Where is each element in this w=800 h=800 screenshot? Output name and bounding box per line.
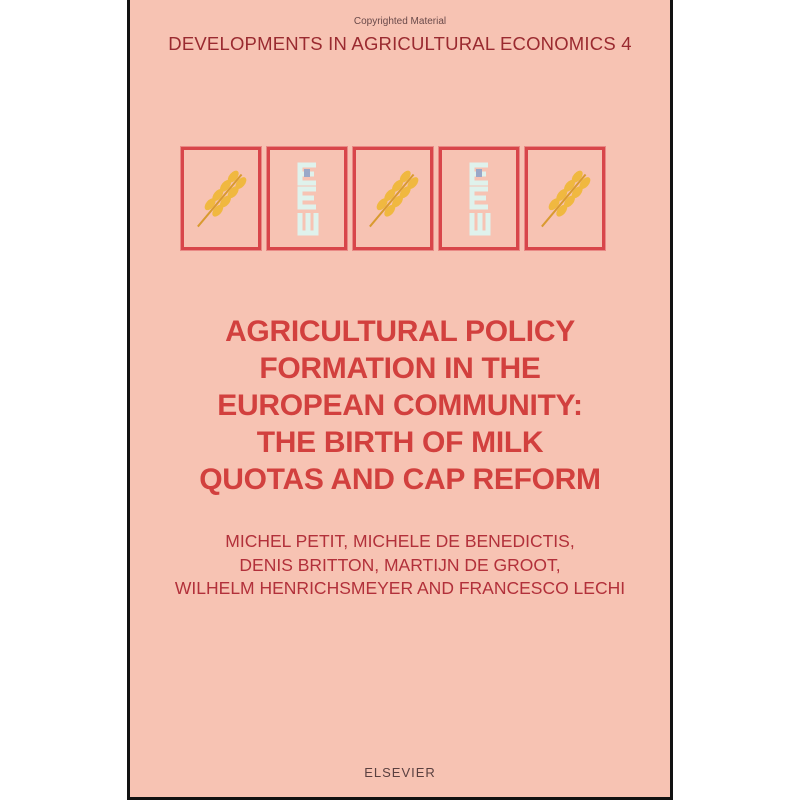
emblem-box — [439, 147, 519, 250]
title-line: EUROPEAN COMMUNITY: — [217, 389, 583, 422]
title-line: THE BIRTH OF MILK — [256, 426, 544, 459]
publisher-logo: ELSEVIER — [364, 765, 436, 780]
book-cover: Copyrighted Material DEVELOPMENTS IN AGR… — [127, 0, 673, 800]
emblem-box — [525, 147, 605, 250]
emblem-box — [267, 147, 347, 250]
eaae-logo-icon — [469, 162, 491, 235]
author-line: WILHELM HENRICHSMEYER AND FRANCESCO LECH… — [174, 578, 626, 598]
eaae-logo-icon — [297, 162, 319, 235]
emblem-box — [181, 147, 261, 250]
book-title: AGRICULTURAL POLICY FORMATION IN THE EUR… — [130, 313, 670, 498]
wheat-ear-icon — [541, 170, 591, 227]
emblem-row — [181, 147, 605, 250]
wheat-ear-icon — [369, 170, 419, 227]
title-line: AGRICULTURAL POLICY — [225, 315, 575, 348]
wheat-ear-icon — [197, 170, 247, 227]
title-line: QUOTAS AND CAP REFORM — [199, 463, 601, 496]
copyright-notice: Copyrighted Material — [353, 16, 447, 27]
emblem-box — [353, 147, 433, 250]
author-line: MICHEL PETIT, MICHELE DE BENEDICTIS, — [225, 531, 575, 551]
author-line: DENIS BRITTON, MARTIJN DE GROOT, — [239, 554, 561, 575]
title-line: FORMATION IN THE — [259, 352, 541, 385]
authors: MICHEL PETIT, MICHELE DE BENEDICTIS, DEN… — [130, 530, 670, 601]
series-title: DEVELOPMENTS IN AGRICULTURAL ECONOMICS 4 — [168, 33, 632, 54]
